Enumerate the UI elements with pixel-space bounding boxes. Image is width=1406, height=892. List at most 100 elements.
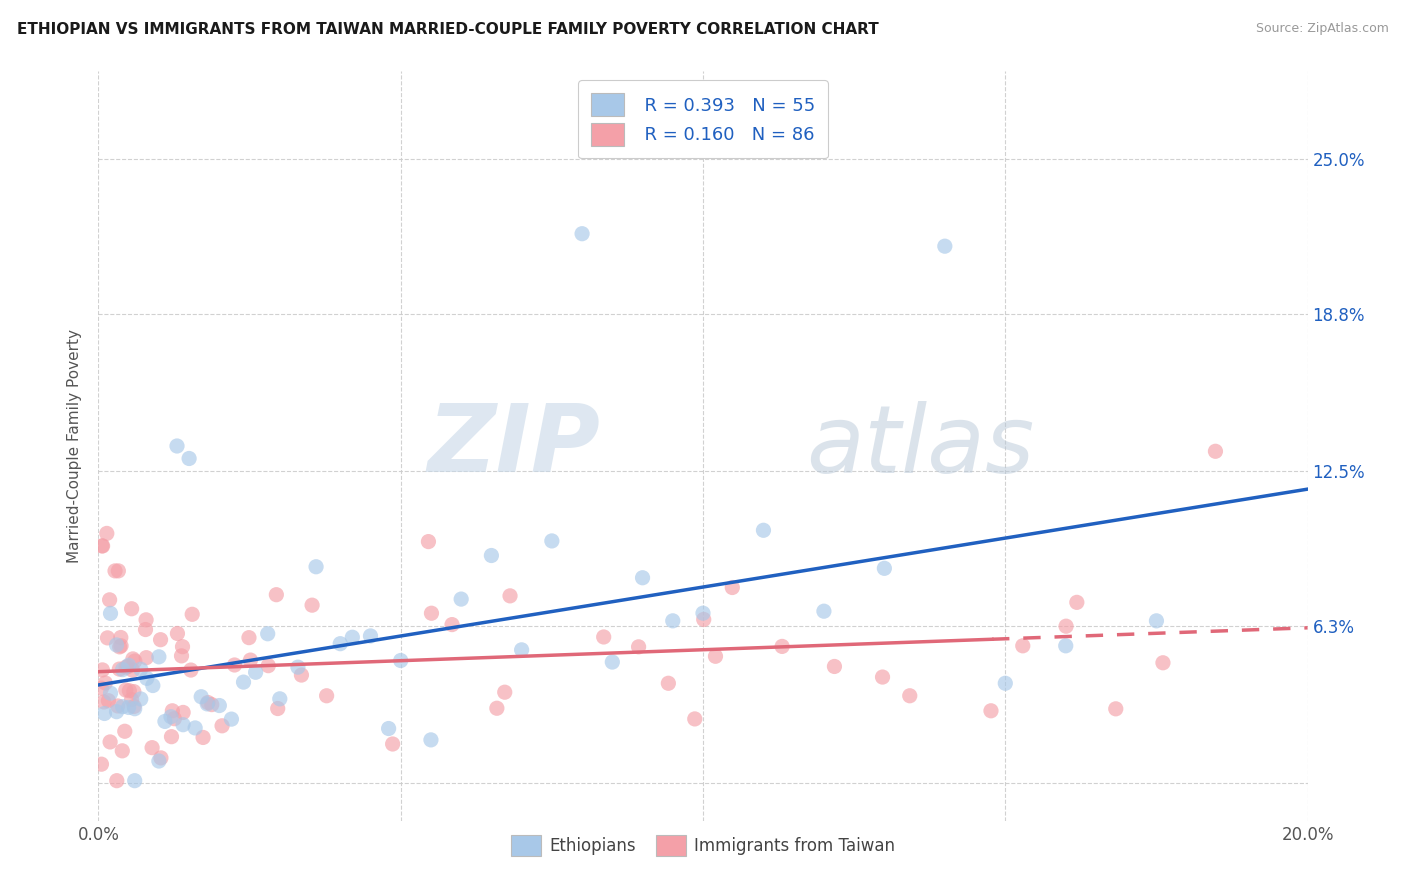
- Point: [149, 632, 172, 647]
- Point: [195, 697, 218, 711]
- Point: [494, 685, 516, 699]
- Point: [142, 679, 165, 693]
- Point: [107, 698, 129, 713]
- Point: [377, 722, 399, 736]
- Point: [129, 692, 152, 706]
- Point: [90, 757, 112, 772]
- Point: [873, 561, 896, 575]
- Point: [135, 671, 157, 685]
- Point: [683, 712, 706, 726]
- Y-axis label: Married-Couple Family Poverty: Married-Couple Family Poverty: [67, 329, 83, 563]
- Point: [420, 606, 443, 620]
- Point: [1152, 656, 1174, 670]
- Point: [221, 712, 243, 726]
- Point: [166, 439, 188, 453]
- Point: [485, 701, 508, 715]
- Point: [752, 523, 775, 537]
- Point: [704, 649, 727, 664]
- Point: [90, 681, 112, 695]
- Text: ZIP: ZIP: [427, 400, 600, 492]
- Point: [160, 709, 183, 723]
- Point: [129, 662, 152, 676]
- Point: [91, 539, 114, 553]
- Point: [239, 653, 262, 667]
- Point: [823, 659, 845, 673]
- Point: [290, 668, 312, 682]
- Point: [692, 606, 714, 620]
- Point: [661, 614, 683, 628]
- Point: [305, 559, 328, 574]
- Point: [191, 731, 214, 745]
- Point: [114, 724, 136, 739]
- Point: [108, 662, 131, 676]
- Point: [124, 702, 146, 716]
- Point: [1204, 444, 1226, 458]
- Point: [166, 626, 188, 640]
- Point: [97, 694, 120, 708]
- Point: [329, 637, 352, 651]
- Point: [111, 744, 134, 758]
- Point: [721, 581, 744, 595]
- Point: [172, 640, 194, 654]
- Point: [994, 676, 1017, 690]
- Point: [91, 539, 114, 553]
- Point: [360, 629, 382, 643]
- Point: [238, 631, 260, 645]
- Point: [122, 684, 145, 698]
- Point: [571, 227, 593, 241]
- Point: [115, 660, 138, 674]
- Point: [180, 663, 202, 677]
- Point: [224, 658, 246, 673]
- Point: [162, 704, 184, 718]
- Point: [245, 665, 267, 680]
- Point: [872, 670, 894, 684]
- Point: [148, 754, 170, 768]
- Point: [141, 740, 163, 755]
- Point: [96, 631, 118, 645]
- Point: [627, 640, 650, 654]
- Point: [269, 691, 291, 706]
- Point: [657, 676, 679, 690]
- Point: [91, 663, 114, 677]
- Point: [118, 700, 141, 714]
- Point: [315, 689, 337, 703]
- Point: [1144, 614, 1167, 628]
- Point: [135, 613, 157, 627]
- Point: [481, 549, 503, 563]
- Point: [118, 658, 141, 673]
- Point: [208, 698, 231, 713]
- Point: [592, 630, 614, 644]
- Point: [111, 663, 134, 677]
- Legend: Ethiopians, Immigrants from Taiwan: Ethiopians, Immigrants from Taiwan: [502, 827, 904, 864]
- Point: [602, 655, 624, 669]
- Text: ETHIOPIAN VS IMMIGRANTS FROM TAIWAN MARRIED-COUPLE FAMILY POVERTY CORRELATION CH: ETHIOPIAN VS IMMIGRANTS FROM TAIWAN MARR…: [17, 22, 879, 37]
- Point: [693, 612, 716, 626]
- Point: [450, 592, 472, 607]
- Point: [93, 695, 115, 709]
- Point: [93, 706, 115, 721]
- Point: [160, 730, 183, 744]
- Point: [135, 650, 157, 665]
- Point: [134, 623, 156, 637]
- Point: [117, 659, 139, 673]
- Text: Source: ZipAtlas.com: Source: ZipAtlas.com: [1256, 22, 1389, 36]
- Point: [418, 534, 440, 549]
- Point: [770, 640, 793, 654]
- Point: [121, 692, 143, 706]
- Point: [124, 654, 146, 668]
- Point: [181, 607, 204, 622]
- Point: [631, 571, 654, 585]
- Point: [540, 533, 562, 548]
- Point: [266, 588, 288, 602]
- Point: [122, 652, 145, 666]
- Point: [1011, 639, 1033, 653]
- Point: [211, 719, 233, 733]
- Point: [420, 732, 443, 747]
- Point: [172, 717, 194, 731]
- Point: [389, 653, 412, 667]
- Point: [510, 643, 533, 657]
- Point: [105, 773, 128, 788]
- Point: [105, 638, 128, 652]
- Point: [100, 686, 122, 700]
- Text: atlas: atlas: [806, 401, 1033, 491]
